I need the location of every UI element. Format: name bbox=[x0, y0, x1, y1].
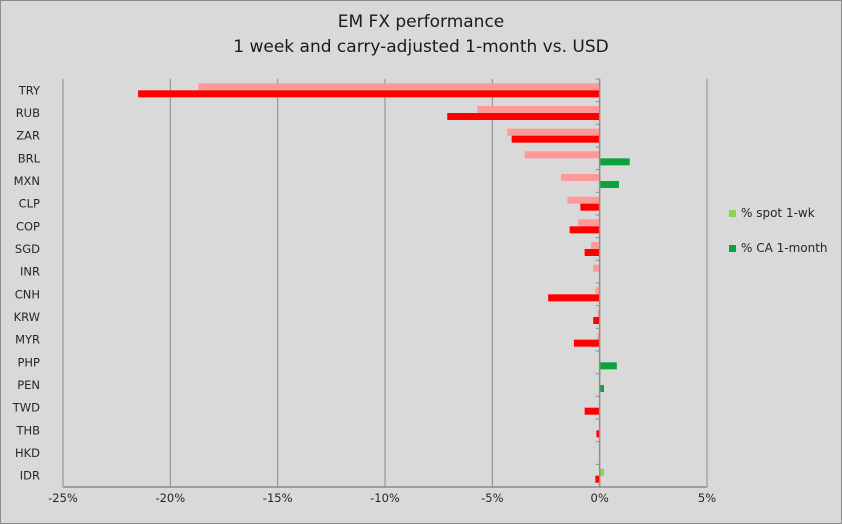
category-label: COP bbox=[16, 219, 40, 233]
category-label: THB bbox=[15, 423, 40, 437]
bar-ca-1month-brl bbox=[599, 158, 630, 166]
category-label: PEN bbox=[17, 378, 40, 392]
category-label: HKD bbox=[15, 446, 40, 460]
bar-ca-1month-cnh bbox=[548, 294, 600, 302]
x-tick-label: 5% bbox=[698, 491, 716, 505]
bar-spot-1wk-clp bbox=[567, 196, 600, 204]
legend-swatch-ca bbox=[729, 244, 736, 252]
bar-spot-1wk-myr bbox=[597, 332, 600, 340]
category-label: BRL bbox=[18, 151, 41, 165]
bar-ca-1month-twd bbox=[584, 407, 600, 415]
bar-ca-1month-thb bbox=[596, 430, 600, 438]
category-label: SGD bbox=[15, 242, 40, 256]
bar-spot-1wk-cop bbox=[578, 219, 600, 227]
bar-ca-1month-krw bbox=[593, 317, 600, 324]
category-label: PHP bbox=[17, 355, 40, 369]
bar-spot-1wk-try bbox=[198, 83, 600, 91]
x-tick-label: 0% bbox=[591, 491, 609, 505]
x-tick-label: -5% bbox=[481, 491, 503, 505]
chart-title: EM FX performance bbox=[337, 12, 505, 32]
category-label: TRY bbox=[18, 83, 41, 97]
category-label: MXN bbox=[14, 174, 40, 188]
bar-ca-1month-idr bbox=[595, 475, 600, 483]
category-label: CNH bbox=[15, 287, 40, 301]
x-tick-label: -10% bbox=[370, 491, 400, 505]
legend-item-ca: % CA 1-month bbox=[729, 241, 828, 255]
x-tick-label: -20% bbox=[155, 491, 185, 505]
bar-ca-1month-zar bbox=[511, 135, 600, 143]
category-label: INR bbox=[20, 265, 40, 279]
bar-ca-1month-myr bbox=[573, 339, 600, 347]
bar-spot-1wk-brl bbox=[524, 151, 600, 159]
bar-ca-1month-mxn bbox=[599, 181, 619, 188]
bar-ca-1month-pen bbox=[599, 385, 604, 392]
chart-subtitle: 1 week and carry-adjusted 1-month vs. US… bbox=[233, 37, 609, 57]
category-label: IDR bbox=[20, 469, 40, 483]
legend-label-spot: % spot 1-wk bbox=[741, 206, 815, 220]
bar-spot-1wk-inr bbox=[593, 264, 600, 272]
x-tick-label: -15% bbox=[263, 491, 293, 505]
bar-ca-1month-php bbox=[599, 362, 617, 370]
category-label: ZAR bbox=[16, 129, 40, 143]
category-label: KRW bbox=[14, 310, 40, 324]
x-tick-label: -25% bbox=[48, 491, 78, 505]
category-label: CLP bbox=[19, 197, 40, 211]
bar-spot-1wk-zar bbox=[507, 128, 600, 136]
bar-ca-1month-cop bbox=[569, 226, 600, 234]
bar-spot-1wk-rub bbox=[477, 106, 600, 113]
bar-spot-1wk-idr bbox=[599, 468, 604, 476]
category-label: MYR bbox=[15, 333, 40, 347]
bar-ca-1month-try bbox=[138, 90, 600, 98]
legend-swatch-spot bbox=[729, 209, 736, 217]
category-label: TWD bbox=[12, 401, 40, 415]
bar-ca-1month-sgd bbox=[584, 249, 600, 256]
legend-item-spot: % spot 1-wk bbox=[729, 206, 815, 220]
legend-label-ca: % CA 1-month bbox=[741, 241, 828, 255]
category-label: RUB bbox=[16, 106, 40, 120]
bar-spot-1wk-cnh bbox=[595, 287, 600, 295]
bar-ca-1month-clp bbox=[580, 203, 600, 211]
bar-spot-1wk-krw bbox=[597, 310, 600, 317]
bar-spot-1wk-mxn bbox=[561, 174, 600, 181]
bar-spot-1wk-sgd bbox=[591, 242, 600, 249]
bar-ca-1month-rub bbox=[447, 113, 600, 120]
